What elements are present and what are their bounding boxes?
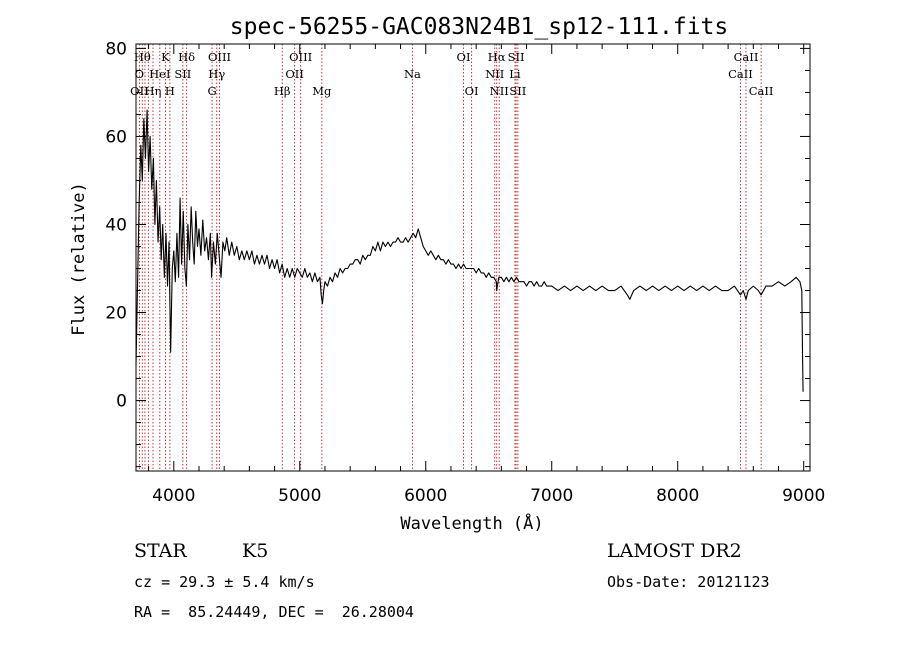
- x-tick-label: 8000: [656, 486, 699, 506]
- spectral-line-label: Hθ: [134, 50, 151, 64]
- y-tick-label: 80: [105, 39, 127, 59]
- spectral-line-label: OI: [457, 50, 471, 64]
- spectral-line-label: H: [165, 84, 175, 98]
- spectral-line-label: CaII: [734, 50, 759, 64]
- spectral-line-label: SII: [508, 50, 525, 64]
- spectral-line-label: O: [135, 67, 144, 81]
- x-axis: 4000 5000 6000 7000 8000 9000: [148, 44, 825, 506]
- spectral-line-label: OII: [130, 84, 149, 98]
- spectral-line-label: OIII: [208, 50, 231, 64]
- spectral-line-label: Hα: [488, 50, 506, 64]
- redshift-velocity: cz = 29.3 ± 5.4 km/s: [134, 573, 315, 591]
- spectral-line-label: Li: [509, 67, 521, 81]
- spectral-line-label: G: [207, 84, 216, 98]
- y-axis-label: Flux (relative): [69, 182, 89, 336]
- spectral-line-label: K: [161, 50, 170, 64]
- spectral-line-label: Hδ: [178, 50, 195, 64]
- y-tick-label: 40: [105, 215, 127, 235]
- x-axis-label: Wavelength (Å): [400, 512, 543, 534]
- spectral-line-label: Hγ: [208, 67, 225, 81]
- x-tick-label: 5000: [278, 486, 321, 506]
- spectral-line-label: NII: [490, 84, 509, 98]
- x-tick-label: 6000: [404, 486, 447, 506]
- plot-frame: [135, 43, 811, 472]
- spectral-line-label: Na: [404, 67, 421, 81]
- x-tick-label: 4000: [152, 486, 195, 506]
- spectral-line-markers: [138, 44, 762, 471]
- spectral-line-label: Hη: [145, 84, 162, 98]
- spectral-line-label: OI: [465, 84, 479, 98]
- y-tick-label: 60: [105, 127, 127, 147]
- spectral-line-label: HeI: [149, 67, 170, 81]
- x-tick-label: 9000: [782, 486, 825, 506]
- survey-name: LAMOST DR2: [607, 540, 742, 562]
- spectral-line-label: SII: [174, 67, 191, 81]
- spectrum-line: [135, 109, 804, 392]
- spectral-line-label: Hβ: [274, 84, 291, 98]
- spectral-line-label: OII: [285, 67, 304, 81]
- spectral-line-label: SII: [509, 84, 526, 98]
- coordinates: RA = 85.24449, DEC = 26.28004: [134, 603, 414, 621]
- x-tick-label: 7000: [530, 486, 573, 506]
- object-subclass: K5: [242, 540, 269, 562]
- y-tick-label: 20: [105, 304, 127, 324]
- spectral-line-label: OIII: [289, 50, 312, 64]
- spectral-line-label: CaII: [749, 84, 774, 98]
- object-class: STAR: [134, 540, 187, 562]
- y-tick-label: 0: [116, 392, 127, 412]
- observation-date: Obs-Date: 20121123: [607, 573, 770, 591]
- y-axis: 0 20 40 60 80: [105, 39, 810, 468]
- spectral-line-label: CaII: [728, 67, 753, 81]
- chart-title: spec-56255-GAC083N24B1_sp12-111.fits: [230, 14, 729, 40]
- spectral-line-label: Mg: [312, 84, 332, 98]
- spectral-line-label: NII: [485, 67, 504, 81]
